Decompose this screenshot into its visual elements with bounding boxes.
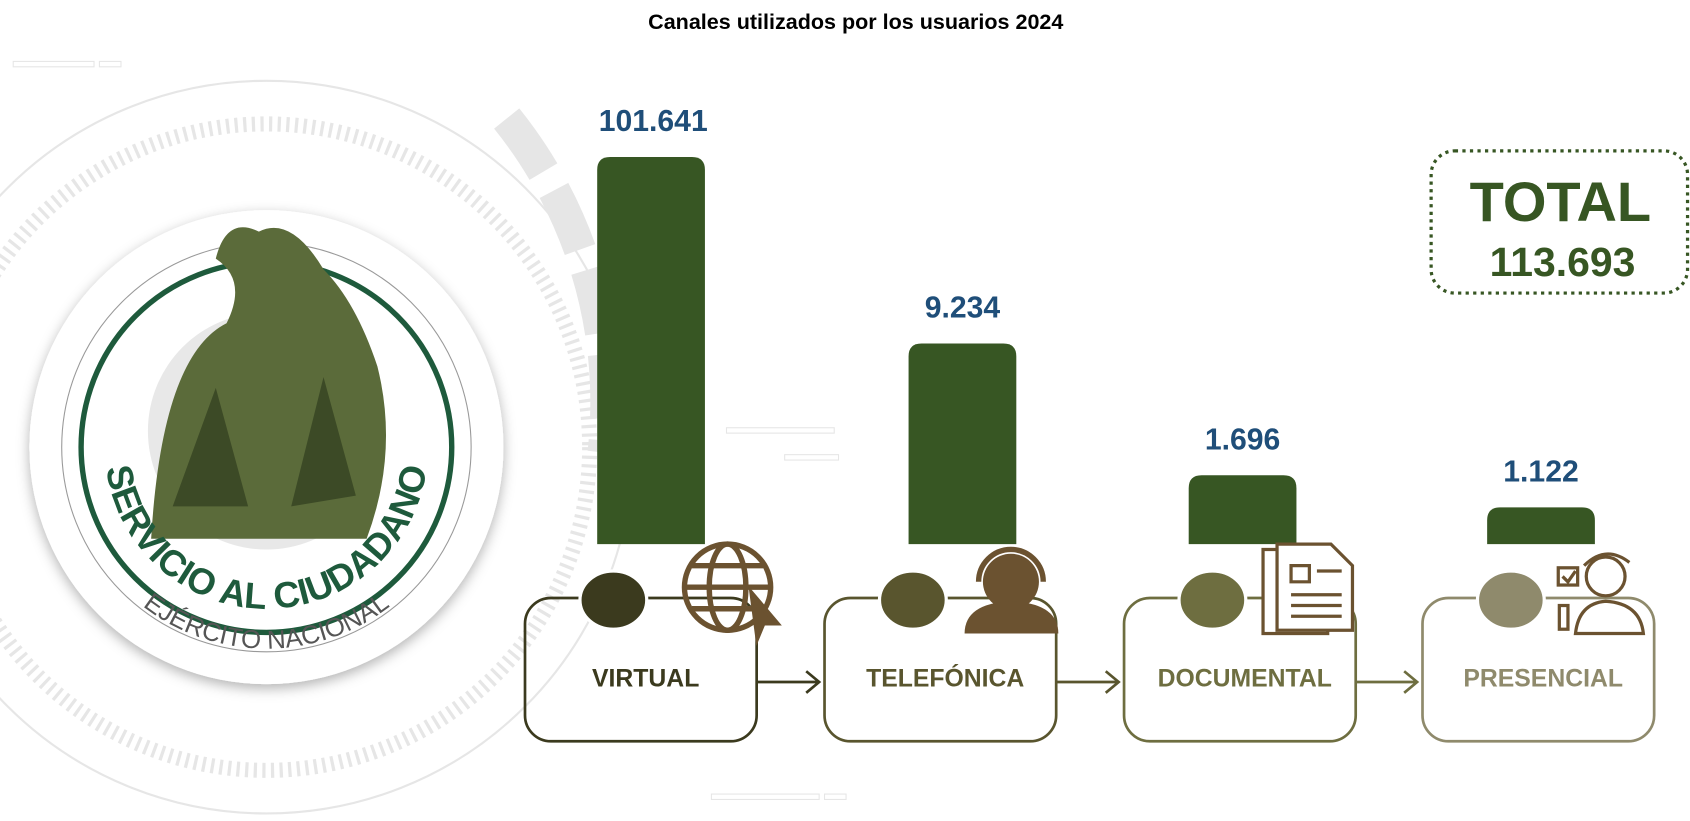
channel-dot	[877, 569, 948, 631]
person-icon	[1556, 552, 1646, 636]
bar	[1188, 475, 1297, 545]
category-label: VIRTUAL	[592, 665, 699, 692]
globe-icon	[681, 541, 782, 646]
document-icon	[1261, 542, 1355, 636]
value-label: 1.122	[1503, 456, 1578, 489]
channel-dot	[578, 569, 649, 631]
total-box: TOTAL 113.693	[1429, 149, 1690, 295]
arrow	[756, 670, 822, 694]
channel-dot	[1475, 569, 1546, 631]
headset-icon	[964, 546, 1059, 634]
total-label: TOTAL	[1470, 170, 1652, 233]
logo: SERVICIO AL CIUDADANO EJÉRCITO NACIONAL	[29, 210, 504, 685]
arrow	[1355, 670, 1420, 694]
bar	[1487, 507, 1595, 545]
value-label: 9.234	[925, 292, 1001, 325]
value-label: 1.696	[1205, 423, 1280, 456]
category-label: PRESENCIAL	[1463, 665, 1623, 692]
channel-dot	[1177, 569, 1248, 631]
bar	[908, 343, 1017, 545]
category-label: TELEFÓNICA	[866, 664, 1024, 692]
arrow	[1056, 670, 1121, 694]
icons	[681, 541, 1646, 646]
chart-title: Canales utilizados por los usuarios 2024	[648, 10, 1063, 34]
category-label: DOCUMENTAL	[1158, 665, 1332, 692]
bar	[597, 156, 705, 545]
value-label: 101.641	[599, 105, 708, 138]
total-value: 113.693	[1490, 239, 1636, 285]
